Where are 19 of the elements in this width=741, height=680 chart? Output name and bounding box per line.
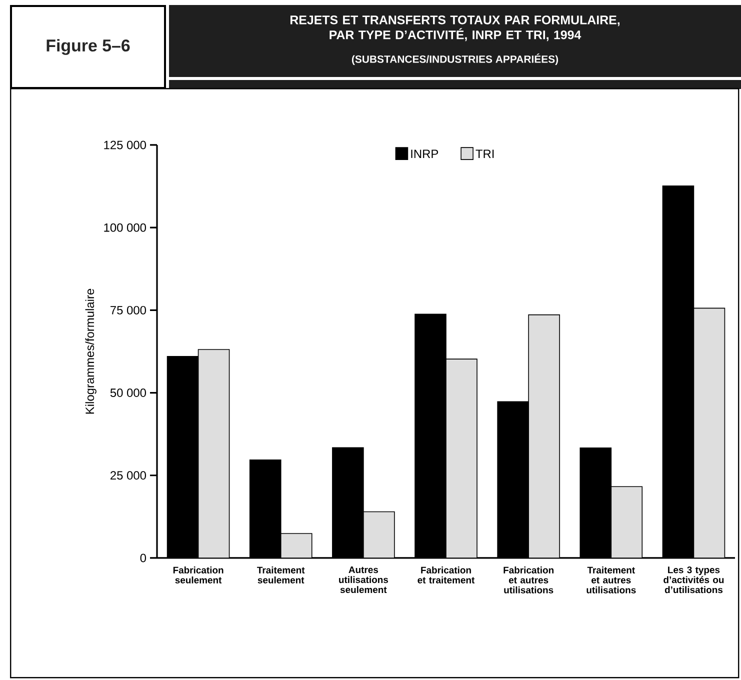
caption: Figure 5–6 (46, 39, 130, 55)
y-tick-label: 50 000 (110, 388, 146, 398)
x-tick-label: Fabrication seulement (173, 566, 224, 584)
chart-subtitle: (SUBSTANCES/INDUSTRIES APPARIÉES) (352, 54, 558, 65)
x-tick-label: Autres utilisations seulement (339, 566, 388, 594)
y-tick-label: 25 000 (110, 471, 146, 480)
x-tick-label: Traitement seulement (257, 566, 305, 584)
y-tick-label: 75 000 (110, 306, 146, 314)
x-tick-label: Traitement et autres utilisations (586, 566, 636, 594)
x-tick-label: Les 3 types d’activités ou d’utilisations (664, 566, 724, 594)
legend-label: TRI (476, 150, 494, 158)
y-axis-title: Kilogrammes/formulaire (85, 288, 96, 414)
y-tick-label: 100 000 (104, 223, 146, 232)
x-tick-label: Fabrication et traitement (418, 566, 475, 584)
y-tick-label: 125 000 (104, 140, 146, 150)
y-tick-label: 0 (140, 554, 146, 562)
x-tick-label: Fabrication et autres utilisations (504, 566, 554, 594)
chart-title: REJETS ET TRANSFERTS TOTAUX PAR FORMULAIRE, PAR TYPE D’ACTIVITÉ, INRP ET TRI, 1994 (290, 16, 620, 42)
legend-label: INRP (411, 150, 438, 158)
